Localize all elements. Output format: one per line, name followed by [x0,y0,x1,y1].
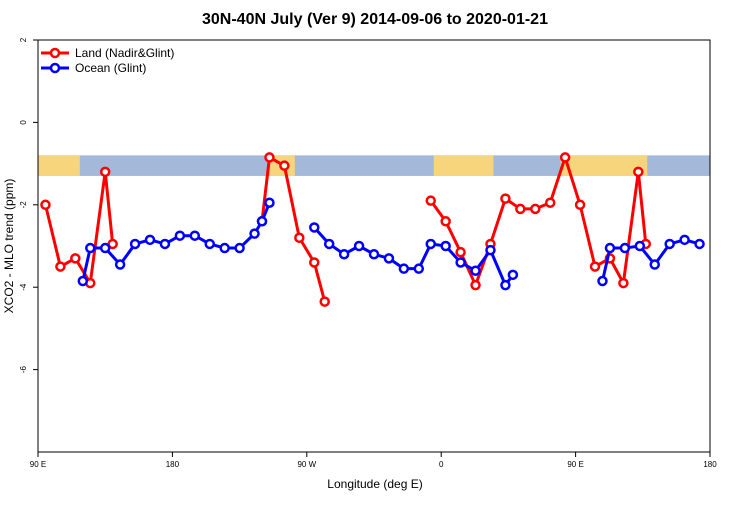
series-0-point-2-7 [530,203,541,215]
series-0-point-0-5 [107,238,118,250]
series-1-point-0-2 [99,242,111,254]
ocean-band [38,155,710,176]
y-tick-label-3: -4 [19,283,28,291]
series-1-point-1-0 [309,222,320,233]
series-layer [40,152,705,307]
legend-marker-0 [49,47,61,59]
y-tick-label-4: -6 [19,365,28,373]
series-0-point-1-1 [264,152,275,163]
series-1-point-0-10 [219,242,230,254]
series-0-point-2-2 [455,246,466,258]
series-1-point-1-5 [383,253,395,264]
series-0-point-2-6 [515,203,526,215]
x-axis-label: Longitude (deg E) [327,477,422,491]
series-1-point-1-1 [323,238,335,250]
series-0-point-2-8 [544,197,556,208]
series-1-point-0-12 [249,228,260,239]
land-ocean-band [38,155,710,176]
x-tick-label-2: 90 W [297,460,316,469]
series-0-point-2-9 [559,152,571,163]
series-1-point-2-3 [634,240,646,252]
series-0-line-1 [260,155,327,303]
x-tick-label-5: 180 [703,460,717,469]
series-1-point-2-0 [597,275,608,287]
series-1-point-1-2 [338,248,350,260]
series-1-point-0-3 [114,259,126,270]
series-0-line-0 [44,170,115,285]
series-0-point-2-5 [500,193,511,204]
series-1-point-0-13 [256,216,268,227]
series-1-point-1-10 [455,257,466,268]
series-0-point-2-10 [574,199,586,211]
series-1-point-1-3 [353,240,365,252]
series-0 [40,152,652,307]
x-axis: 90 E 180 90 W 0 90 E 180 [30,452,717,469]
series-1-point-0-4 [129,238,141,250]
series-0-point-1-4 [309,257,320,268]
series-0-point-1-3 [294,232,305,244]
series-0-point-2-1 [440,216,451,227]
series-0-point-2-14 [633,166,644,178]
series-0-point-1-5 [319,296,330,307]
series-1-point-0-7 [174,230,186,241]
series-0-point-0-0 [40,199,51,211]
series-1-point-1-7 [413,263,425,274]
land-band-2 [433,155,494,176]
series-0-line-2 [429,155,648,287]
chart-title: 30N-40N July (Ver 9) 2014-09-06 to 2020-… [202,11,548,28]
series-1-point-0-11 [234,242,245,254]
series-1-point-1-9 [440,240,451,252]
y-tick-label-2: -2 [19,201,28,209]
series-1-point-0-14 [264,197,275,208]
y-tick-label-1: 0 [19,120,28,125]
series-1-point-0-5 [144,234,156,246]
series-1-point-0-1 [85,242,96,254]
series-0-point-0-4 [99,166,111,178]
series-1-point-2-2 [619,242,631,254]
series-1-point-2-7 [694,238,705,250]
series-1 [77,197,705,291]
series-1-point-2-6 [679,234,690,246]
series-1-point-1-4 [368,248,380,260]
y-axis-label: XCO2 - MLO trend (ppm) [2,179,16,314]
series-1-point-0-6 [159,238,171,250]
series-1-point-0-0 [77,275,89,287]
series-1-point-1-8 [425,238,436,250]
legend-marker-1 [49,62,61,74]
x-tick-label-1: 180 [166,460,180,469]
y-axis: 2 0 -2 -4 -6 [19,37,38,373]
series-0-point-2-3 [470,279,481,291]
series-1-point-2-5 [664,238,675,250]
x-tick-label-0: 90 E [30,460,46,469]
land-band-3 [560,155,648,176]
series-0-point-2-11 [589,261,601,272]
legend-label-1: Ocean (Glint) [75,61,146,75]
series-1-point-0-8 [189,230,201,241]
series-0-point-1-2 [279,160,290,171]
series-0-point-2-13 [618,277,629,289]
land-band-0 [38,155,80,176]
series-1-point-2-4 [649,259,660,270]
series-1-point-1-12 [485,244,496,256]
series-1-point-1-14 [507,269,519,281]
series-1-point-2-1 [604,242,616,254]
series-1-point-1-6 [398,263,410,274]
y-tick-label-0: 2 [19,37,28,42]
plot-frame [37,39,711,453]
series-1-line-2 [601,238,700,282]
series-0-point-0-2 [70,253,81,264]
series-0-point-0-1 [55,261,66,272]
legend-label-0: Land (Nadir&Glint) [75,46,174,60]
series-1-point-1-11 [470,265,481,276]
series-0-point-2-0 [425,195,436,206]
series-1-point-0-9 [204,238,215,250]
series-1-point-1-13 [500,279,511,291]
legend: Land (Nadir&Glint)Ocean (Glint) [41,46,174,75]
x-tick-label-4: 90 E [567,460,583,469]
x-tick-label-3: 0 [439,460,444,469]
